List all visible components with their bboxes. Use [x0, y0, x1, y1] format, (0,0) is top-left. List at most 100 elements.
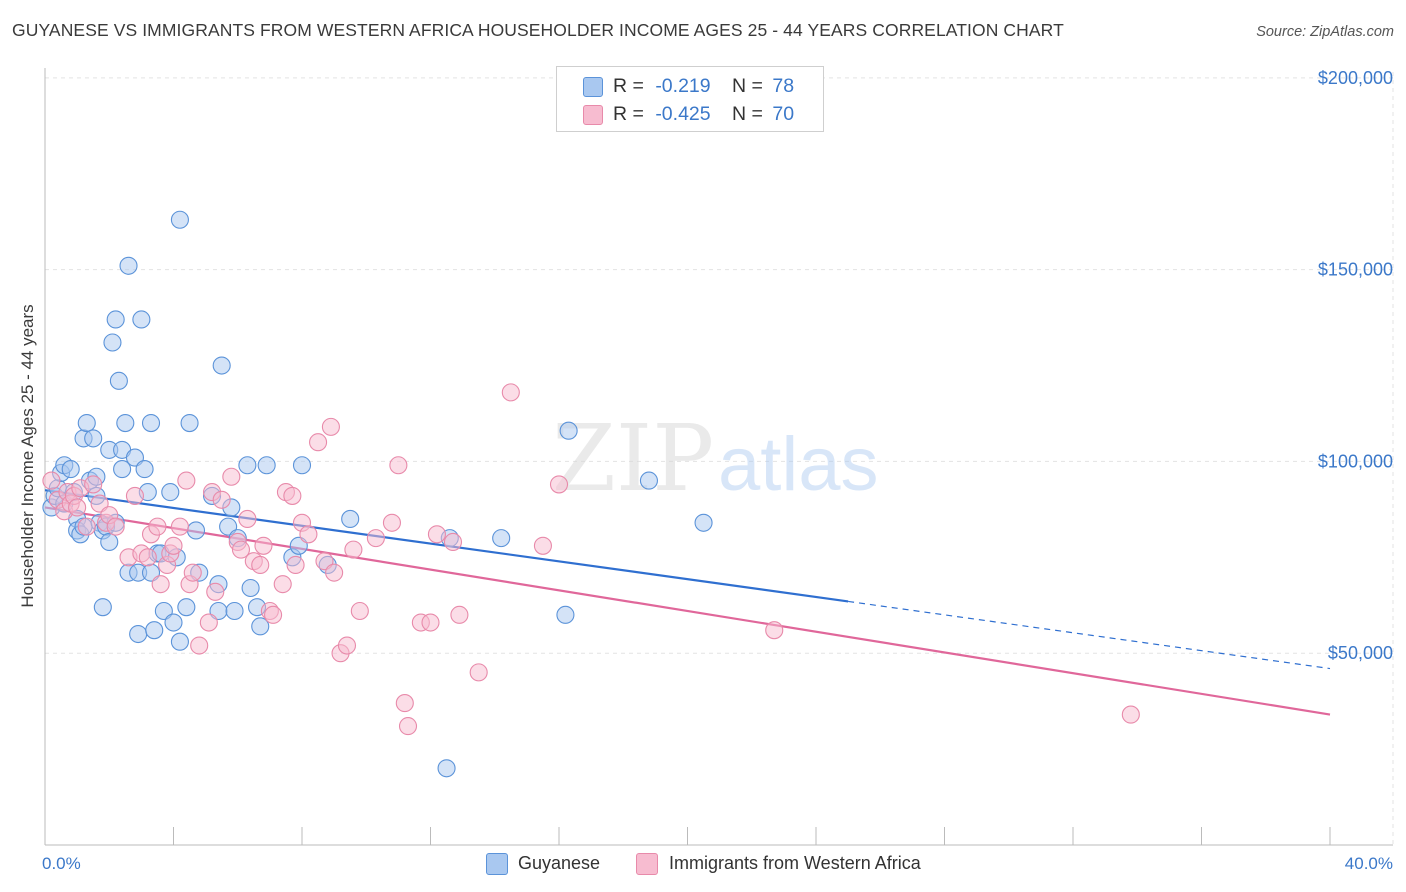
data-point-western-africa	[533, 536, 552, 555]
data-point-western-africa	[1121, 705, 1140, 724]
watermark: ZIP atlas	[552, 405, 879, 512]
data-point-guyanese	[257, 456, 276, 475]
data-point-guyanese	[145, 621, 164, 640]
legend-row-guyanese: R = -0.219 N = 78	[613, 75, 794, 98]
data-point-guyanese	[103, 333, 122, 352]
data-point-western-africa	[389, 456, 408, 475]
data-point-guyanese	[113, 460, 132, 479]
data-point-guyanese	[559, 421, 578, 440]
data-point-western-africa	[212, 490, 231, 509]
data-point-western-africa	[148, 517, 167, 536]
data-point-western-africa	[251, 555, 270, 575]
data-point-western-africa	[501, 383, 520, 402]
data-point-guyanese	[292, 456, 312, 475]
data-point-western-africa	[231, 540, 251, 559]
data-point-western-africa	[549, 475, 569, 494]
data-point-guyanese	[93, 598, 112, 617]
data-point-western-africa	[421, 613, 440, 632]
legend-row-western-africa: R = -0.425 N = 70	[613, 103, 794, 126]
data-point-western-africa	[183, 563, 202, 582]
data-point-western-africa	[765, 621, 784, 640]
axes	[44, 68, 1393, 846]
data-point-guyanese	[186, 521, 206, 540]
y-tick-label: $200,000	[1318, 68, 1393, 88]
data-point-western-africa	[427, 525, 446, 544]
data-point-western-africa	[395, 694, 414, 713]
data-point-western-africa	[321, 417, 340, 436]
data-point-western-africa	[443, 532, 463, 552]
data-point-guyanese	[84, 429, 103, 448]
data-point-western-africa	[199, 613, 218, 632]
data-point-western-africa	[125, 486, 144, 505]
legend-swatch-western-africa	[583, 105, 603, 125]
data-point-western-africa	[42, 471, 61, 490]
data-point-western-africa	[106, 517, 125, 536]
data-point-western-africa	[283, 486, 302, 505]
data-point-western-africa	[164, 536, 183, 555]
data-point-guyanese	[109, 371, 128, 390]
data-point-guyanese	[164, 613, 183, 632]
y-tick-label: $150,000	[1318, 260, 1393, 280]
data-point-guyanese	[251, 617, 270, 636]
bottom-legend-swatch-guyanese	[486, 853, 508, 875]
data-point-guyanese	[238, 456, 257, 475]
legend-r-value: -0.219	[655, 75, 711, 97]
data-point-guyanese	[225, 601, 244, 621]
trend-line-dashed	[848, 600, 1331, 670]
data-point-western-africa	[366, 529, 385, 548]
y-tick-label: $100,000	[1318, 451, 1393, 471]
y-axis-label: Householder Income Ages 25 - 44 years	[18, 304, 37, 607]
chart-title: GUYANESE VS IMMIGRANTS FROM WESTERN AFRI…	[12, 20, 1064, 40]
data-point-western-africa	[350, 601, 369, 621]
svg-text:ZIP: ZIP	[552, 405, 714, 512]
data-point-western-africa	[138, 548, 157, 567]
data-point-western-africa	[190, 636, 209, 655]
legend-box: R = -0.219 N = 78 R = -0.425 N = 70	[556, 66, 824, 132]
x-tick-label: 0.0%	[42, 854, 81, 873]
data-point-guyanese	[241, 578, 260, 598]
svg-text:atlas: atlas	[718, 422, 879, 507]
data-point-western-africa	[84, 475, 103, 494]
data-point-guyanese	[106, 310, 125, 329]
data-point-western-africa	[238, 509, 257, 528]
data-point-western-africa	[273, 575, 292, 594]
tick-labels: $50,000 $100,000 $150,000 $200,000 0.0% 40.0%	[42, 68, 1393, 873]
data-point-guyanese	[170, 210, 189, 229]
data-point-western-africa	[325, 563, 344, 582]
data-point-western-africa	[206, 582, 225, 601]
data-point-western-africa	[309, 433, 328, 452]
data-point-guyanese	[341, 509, 360, 528]
data-point-guyanese	[129, 624, 148, 644]
x-tick-label: 40.0%	[1345, 854, 1393, 873]
data-point-guyanese	[100, 532, 119, 552]
data-point-western-africa	[299, 525, 318, 544]
data-point-guyanese	[212, 356, 231, 375]
data-point-guyanese	[116, 414, 135, 433]
data-point-guyanese	[135, 460, 154, 479]
data-point-western-africa	[398, 717, 418, 736]
bottom-legend-swatch-western-africa	[636, 853, 658, 875]
data-point-guyanese	[132, 310, 151, 329]
data-point-guyanese	[141, 414, 161, 433]
data-point-guyanese	[119, 256, 138, 275]
data-point-guyanese	[177, 598, 196, 617]
data-point-western-africa	[450, 605, 469, 624]
data-point-guyanese	[437, 759, 456, 778]
legend-r-label: R =	[613, 75, 644, 97]
legend-n-value: 70	[772, 103, 795, 125]
data-point-western-africa	[337, 636, 357, 655]
data-point-western-africa	[264, 605, 283, 624]
y-tick-label: $50,000	[1328, 643, 1393, 663]
source-label: Source: ZipAtlas.com	[1256, 24, 1394, 40]
legend-n-label: N =	[732, 103, 763, 125]
data-point-western-africa	[77, 517, 96, 536]
legend-r-value: -0.425	[655, 103, 711, 125]
data-point-guyanese	[492, 529, 511, 548]
data-point-guyanese	[694, 513, 713, 532]
legend-n-label: N =	[732, 75, 763, 97]
data-point-guyanese	[639, 471, 659, 490]
data-point-guyanese	[77, 414, 96, 433]
data-point-guyanese	[556, 605, 575, 624]
data-point-western-africa	[382, 513, 402, 532]
data-point-western-africa	[222, 467, 241, 486]
